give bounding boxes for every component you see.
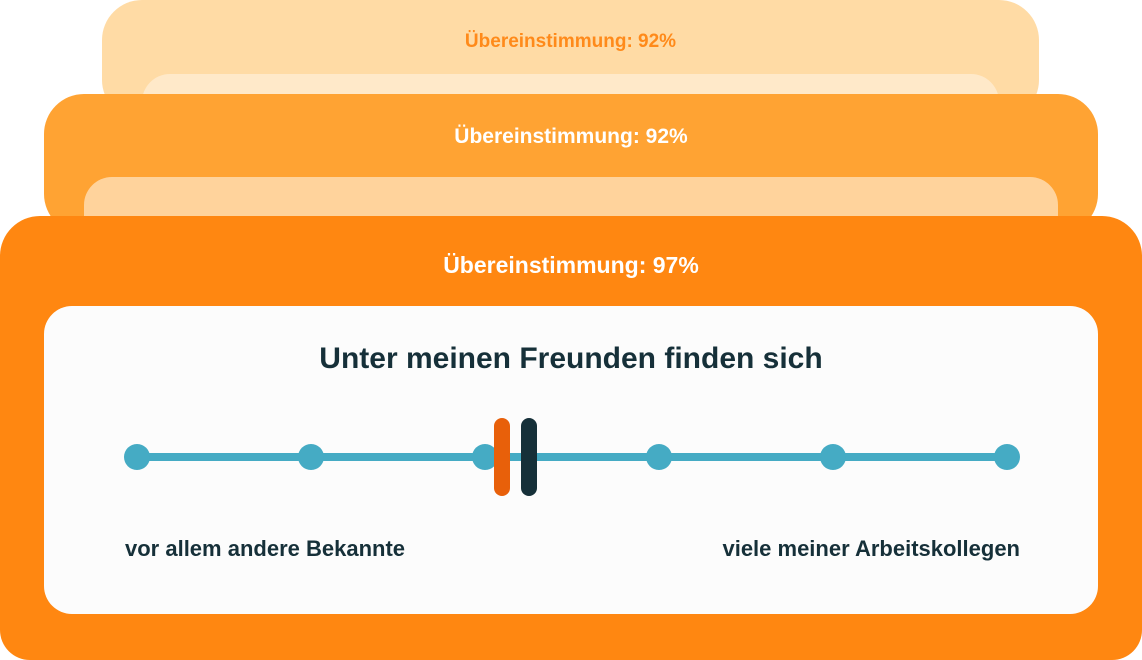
question-title: Unter meinen Freunden finden sich — [319, 342, 823, 375]
match-percentage-label: Übereinstimmung: 92% — [464, 31, 677, 52]
match-card-front[interactable]: Übereinstimmung: 97% Unter meinen Freund… — [0, 216, 1142, 660]
scale-track[interactable] — [137, 453, 1007, 461]
scale-point[interactable] — [646, 444, 672, 470]
match-percentage-label: Übereinstimmung: 97% — [443, 252, 699, 278]
answer-scale[interactable] — [44, 306, 1098, 614]
match-percentage-label: Übereinstimmung: 92% — [454, 125, 688, 148]
question-panel: Unter meinen Freunden finden sich vor al… — [44, 306, 1098, 614]
scale-point[interactable] — [472, 444, 498, 470]
scale-left-label: vor allem andere Bekannte — [125, 536, 406, 561]
your-answer-marker — [494, 418, 511, 496]
scale-point[interactable] — [298, 444, 324, 470]
scale-point[interactable] — [124, 444, 150, 470]
scale-point[interactable] — [820, 444, 846, 470]
scale-right-label: viele meiner Arbeitskollegen — [722, 536, 1020, 561]
scale-point[interactable] — [994, 444, 1020, 470]
match-card-middle[interactable]: Übereinstimmung: 92% — [44, 94, 1098, 247]
partner-answer-marker — [520, 418, 537, 496]
